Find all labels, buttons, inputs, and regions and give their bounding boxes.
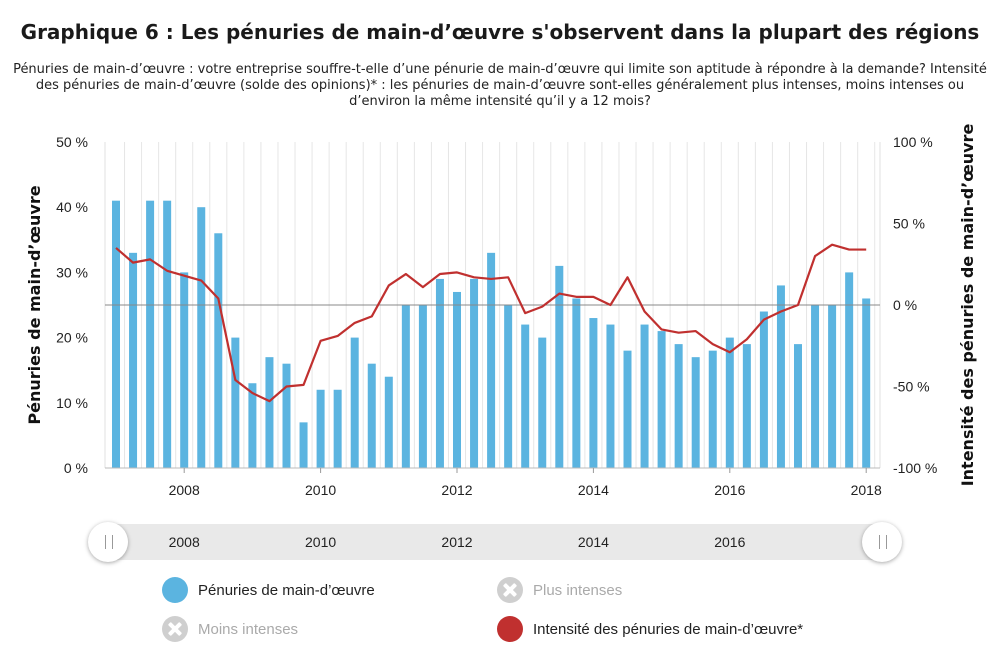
bar [589, 318, 598, 468]
legend-line-swatch-icon [497, 616, 523, 642]
y-right-axis-title: Intensité des pénuries de main-d’œuvre [958, 124, 977, 487]
bar [725, 337, 734, 468]
y-right-tick-label: 100 % [893, 134, 933, 150]
bar [674, 344, 683, 468]
bar [112, 200, 120, 468]
legend-disabled-x-icon [497, 577, 523, 603]
chart-title: Graphique 6 : Les pénuries de main-d’œuv… [20, 20, 980, 44]
y-left-tick-label: 10 % [56, 395, 88, 411]
navigator-left-handle[interactable] [88, 522, 128, 562]
bar [759, 311, 768, 468]
bar [453, 291, 461, 468]
bar [265, 357, 274, 468]
grip-icon [879, 535, 887, 549]
bar [470, 278, 479, 468]
bar [811, 305, 820, 468]
navigator-year-label: 2014 [577, 534, 609, 550]
chart-subtitle: Pénuries de main-d’œuvre : votre entrepr… [13, 62, 987, 109]
combo-chart: 0 % 10 % 20 % 30 % 40 % 50 % -100 % -50 % 0 % 50 … [25, 124, 977, 498]
bar [248, 383, 257, 468]
x-tick-label: 2014 [578, 482, 609, 498]
legend-item-intensite[interactable]: Intensité des pénuries de main-d’œuvre* [497, 614, 803, 644]
navigator-track[interactable] [108, 524, 882, 560]
bar [572, 298, 581, 468]
y-left-tick-label: 50 % [56, 134, 88, 150]
grip-icon [105, 535, 113, 549]
bar [555, 265, 564, 468]
bar [657, 331, 666, 468]
legend-item-plus-intenses[interactable]: Plus intenses [497, 575, 622, 605]
bar [862, 298, 871, 468]
y-left-tick-label: 40 % [56, 199, 88, 215]
x-tick-label: 2008 [169, 482, 200, 498]
navigator-year-label: 2012 [441, 534, 473, 550]
bar [129, 252, 138, 468]
bar [623, 350, 632, 468]
legend-label: Intensité des pénuries de main-d’œuvre* [533, 620, 804, 638]
y-right-tick-label: -50 % [893, 379, 930, 395]
bar [521, 324, 530, 468]
legend-label: Moins intenses [198, 620, 299, 638]
bar [640, 324, 649, 468]
navigator-right-handle[interactable] [862, 522, 902, 562]
bar [418, 305, 427, 468]
bar [606, 324, 615, 468]
range-navigator[interactable]: 2008 2010 2012 2014 2016 [88, 522, 902, 564]
bar [163, 200, 172, 468]
y-left-axis-title: Pénuries de main-d’œuvre [25, 185, 44, 424]
navigator-year-label: 2010 [305, 534, 337, 550]
bar [538, 337, 547, 468]
y-left-tick-label: 0 % [64, 460, 88, 476]
bar [504, 305, 513, 468]
bar [776, 285, 785, 468]
navigator-year-label: 2008 [168, 534, 200, 550]
legend-item-penuries[interactable]: Pénuries de main-d’œuvre [162, 575, 375, 605]
legend-item-moins-intenses[interactable]: Moins intenses [162, 614, 298, 644]
bar [367, 363, 376, 468]
legend-label: Plus intenses [533, 581, 623, 599]
bar [316, 389, 325, 468]
x-tick-label: 2012 [441, 482, 472, 498]
bar [146, 200, 155, 468]
legend-disabled-x-icon [162, 616, 188, 642]
intensity-line [115, 243, 867, 403]
bar [487, 252, 496, 468]
bar [435, 278, 444, 468]
navigator-year-label: 2016 [714, 534, 746, 550]
bar [350, 337, 359, 468]
bar [828, 305, 837, 468]
bar [708, 350, 717, 468]
bar [333, 389, 342, 468]
y-left-tick-label: 20 % [56, 330, 88, 346]
bar [299, 422, 308, 468]
x-tick-label: 2010 [305, 482, 336, 498]
legend-bar-swatch-icon [162, 577, 188, 603]
legend-label: Pénuries de main-d’œuvre [198, 581, 375, 599]
bar [691, 357, 700, 468]
bar [742, 344, 751, 468]
x-tick-label: 2018 [851, 482, 882, 498]
bar [197, 207, 206, 468]
bar [180, 272, 189, 468]
bar [384, 376, 393, 468]
y-left-tick-label: 30 % [56, 264, 88, 280]
bar [231, 337, 240, 468]
x-tick-label: 2016 [714, 482, 745, 498]
y-right-tick-label: -100 % [893, 460, 937, 476]
bar [214, 233, 223, 468]
bar [845, 272, 854, 468]
bar [401, 305, 410, 468]
y-right-tick-label: 50 % [893, 216, 925, 232]
y-right-tick-label: 0 % [893, 297, 917, 313]
bar [282, 363, 291, 468]
bar [794, 344, 802, 468]
